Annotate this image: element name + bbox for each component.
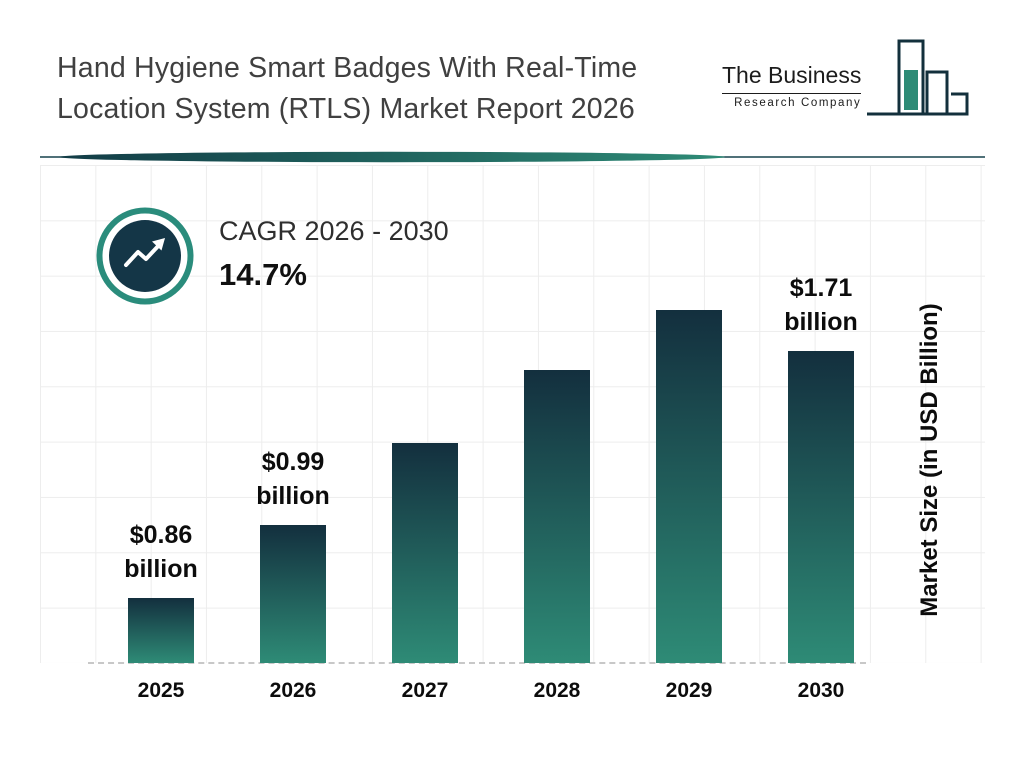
logo-tagline: Research Company [734, 97, 862, 109]
cagr-trend-icon [96, 207, 194, 305]
x-axis-tick-label: 2027 [401, 679, 449, 702]
bar [128, 598, 194, 663]
bar-value-label: $0.99 billion [256, 448, 330, 510]
logo-text: The Business Research Company [722, 38, 862, 109]
cagr-text: CAGR 2026 - 2030 14.7% [219, 206, 449, 293]
x-axis-tick-label: 2030 [797, 679, 845, 702]
bar [788, 351, 854, 663]
x-axis-tick-label: 2029 [665, 679, 713, 702]
bar [524, 370, 590, 663]
bar-column: 2028 [491, 271, 623, 702]
x-axis-tick-label: 2028 [533, 679, 581, 702]
logo-company-name: The Business [722, 62, 862, 94]
header-divider [40, 151, 985, 163]
bar-value-label: $1.71 billion [784, 274, 858, 336]
cagr-badge: CAGR 2026 - 2030 14.7% [95, 206, 449, 306]
bar-column: 2029 [623, 271, 755, 702]
bar [260, 525, 326, 663]
bar-column: 2027 [359, 271, 491, 702]
bars-container: $0.86 billion 2025 $0.99 billion 2026 2027 2028… [95, 271, 887, 702]
page-title-line2: Location System (RTLS) Market Report 202… [57, 93, 635, 125]
bar-value-label: $0.86 billion [124, 521, 198, 583]
y-axis-label: Market Size (in USD Billion) [916, 303, 943, 617]
bar [656, 310, 722, 663]
x-axis-tick-label: 2026 [269, 679, 317, 702]
x-axis-tick-label: 2025 [137, 679, 185, 702]
bar-column: $0.86 billion 2025 [95, 271, 227, 702]
page-title: Hand Hygiene Smart Badges With Real-Time… [57, 48, 637, 130]
logo-bar-chart-icon [867, 39, 969, 116]
company-logo: The Business Research Company [722, 38, 971, 118]
x-axis-baseline [88, 662, 866, 664]
page-title-line1: Hand Hygiene Smart Badges With Real-Time [57, 52, 638, 84]
bar [392, 443, 458, 663]
cagr-value: 14.7% [219, 257, 307, 292]
cagr-label: CAGR 2026 - 2030 [219, 216, 449, 246]
bar-column: $1.71 billion 2030 [755, 271, 887, 702]
bar-column: $0.99 billion 2026 [227, 271, 359, 702]
